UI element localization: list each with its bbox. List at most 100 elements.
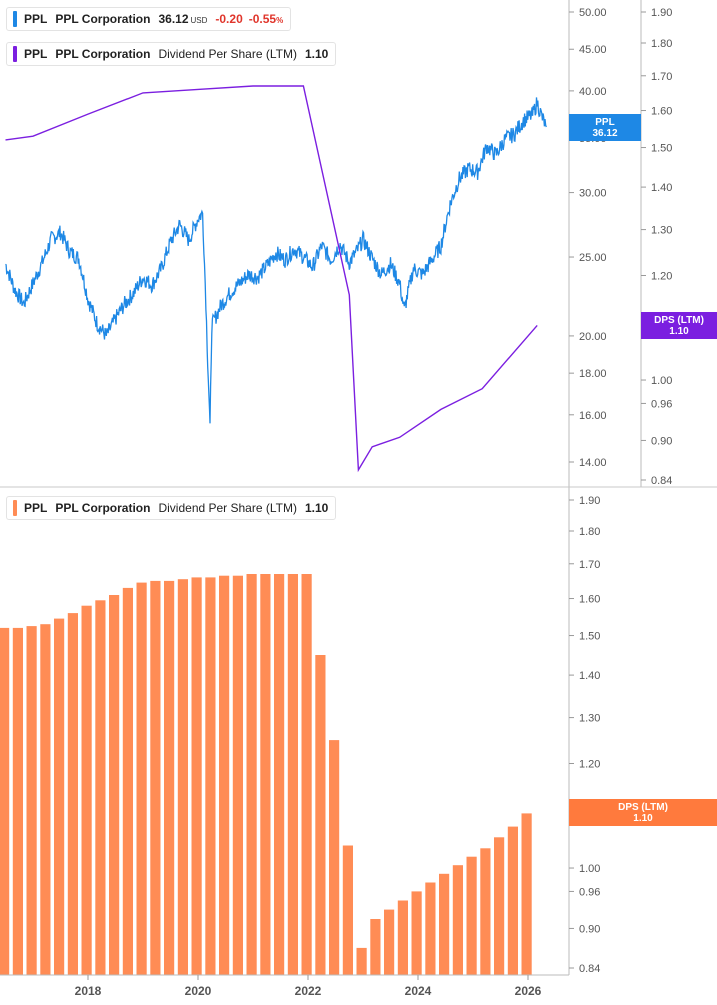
legend-dps-value: 1.10: [304, 47, 329, 61]
legend-dps-top[interactable]: PPL PPL Corporation Dividend Per Share (…: [6, 42, 337, 66]
price-series-line[interactable]: [5, 97, 547, 424]
dps-bar[interactable]: [81, 605, 92, 975]
dps-bar[interactable]: [122, 587, 133, 975]
dps-swatch: [13, 46, 17, 62]
bottom-tick-label: 1.90: [579, 495, 600, 507]
bottom-tick-label: 1.40: [579, 670, 600, 682]
price-tick-label: 20.00: [579, 331, 607, 343]
dps-tag-bottom-value: 1.10: [633, 812, 653, 824]
price-tick-label: 30.00: [579, 188, 607, 200]
dps-bar[interactable]: [329, 740, 340, 975]
price-tick-label: 16.00: [579, 410, 607, 422]
legend-currency: USD: [190, 16, 208, 25]
price-tick-label: 14.00: [579, 457, 607, 469]
legend-metric: Dividend Per Share (LTM): [158, 47, 297, 61]
bottom-tick-label: 1.70: [579, 559, 600, 571]
bottom-tick-label: 0.90: [579, 923, 600, 935]
bottom-tick-label: 0.84: [579, 963, 600, 975]
bottom-tick-label: 1.60: [579, 594, 600, 606]
dps-bar[interactable]: [384, 909, 395, 975]
dps-bar[interactable]: [109, 595, 120, 975]
dps-bar[interactable]: [205, 577, 216, 975]
dps-bar[interactable]: [480, 848, 491, 975]
legend-ticker: PPL: [24, 501, 48, 515]
dps-bar[interactable]: [12, 627, 23, 975]
dps-bar[interactable]: [439, 873, 450, 975]
legend-dps-value: 1.10: [304, 501, 329, 515]
dps-bar[interactable]: [370, 919, 381, 975]
bars-swatch: [13, 500, 17, 516]
dps-bar[interactable]: [219, 575, 230, 975]
bottom-tick-label: 1.00: [579, 863, 600, 875]
dps-bar[interactable]: [150, 580, 161, 975]
dps-bars: [0, 574, 532, 975]
x-tick-label: 2020: [185, 984, 212, 998]
dps-bar[interactable]: [95, 600, 106, 975]
dps-tick-label: 1.40: [651, 182, 672, 194]
dps-tick-label: 1.50: [651, 143, 672, 155]
price-swatch: [13, 11, 17, 27]
top-axis-lines: [568, 0, 642, 975]
dps-bar[interactable]: [521, 813, 532, 975]
dps-bar[interactable]: [232, 575, 243, 975]
dps-series-line[interactable]: [5, 85, 538, 473]
dps-tick-label: 1.00: [651, 375, 672, 387]
legend-dps-bottom[interactable]: PPL PPL Corporation Dividend Per Share (…: [6, 496, 337, 520]
legend-price[interactable]: PPL PPL Corporation 36.12 USD -0.20 -0.5…: [6, 7, 292, 31]
legend-change: -0.20: [215, 12, 243, 26]
dps-bar[interactable]: [274, 574, 285, 975]
legend-company: PPL Corporation: [55, 501, 151, 515]
legend-ticker: PPL: [24, 47, 48, 61]
dps-bar[interactable]: [411, 891, 422, 975]
dps-tag-top: DPS (LTM) 1.10: [641, 312, 717, 339]
dps-bar[interactable]: [260, 574, 271, 975]
dps-tag-bottom-label: DPS (LTM): [618, 801, 668, 813]
dps-bar[interactable]: [54, 618, 65, 975]
dps-tick-label: 1.90: [651, 7, 672, 19]
dps-bar[interactable]: [40, 624, 51, 975]
dps-bar[interactable]: [425, 882, 436, 976]
dps-bar[interactable]: [191, 577, 202, 975]
dps-tick-label: 0.96: [651, 398, 672, 410]
dps-bar[interactable]: [466, 856, 477, 975]
dps-bar[interactable]: [342, 845, 353, 976]
dps-bar[interactable]: [136, 582, 147, 975]
dps-bar[interactable]: [164, 580, 175, 975]
dps-tick-label: 0.90: [651, 435, 672, 447]
legend-ticker: PPL: [24, 12, 48, 26]
dps-tick-label: 1.80: [651, 38, 672, 50]
price-axis-ticks: 50.0045.0040.0035.0030.0025.0020.0018.00…: [569, 7, 607, 469]
dps-bar[interactable]: [177, 579, 188, 975]
dps-bar[interactable]: [507, 826, 518, 975]
price-tick-label: 45.00: [579, 44, 607, 56]
dps-bar[interactable]: [67, 613, 78, 975]
bottom-tick-label: 1.80: [579, 526, 600, 538]
dps-tick-label: 1.60: [651, 106, 672, 118]
dps-bar[interactable]: [315, 655, 326, 975]
dps-tag-top-label: DPS (LTM): [654, 314, 704, 326]
dps-bar[interactable]: [301, 574, 312, 975]
dps-bar[interactable]: [287, 574, 298, 975]
price-tag: PPL 36.12: [569, 114, 641, 141]
price-tick-label: 25.00: [579, 252, 607, 264]
dps-bar[interactable]: [356, 947, 367, 975]
dps-tick-label: 0.84: [651, 475, 672, 487]
legend-metric: Dividend Per Share (LTM): [158, 501, 297, 515]
price-tick-label: 18.00: [579, 368, 607, 380]
dps-bar[interactable]: [452, 865, 463, 975]
dps-bar[interactable]: [26, 626, 37, 975]
dps-bar[interactable]: [397, 900, 408, 976]
bottom-tick-label: 1.20: [579, 758, 600, 770]
legend-change-pct: -0.55%: [248, 12, 284, 26]
price-tag-ticker: PPL: [595, 116, 615, 128]
dps-bar[interactable]: [246, 574, 257, 975]
bottom-tick-label: 1.50: [579, 631, 600, 643]
dps-bar[interactable]: [0, 627, 10, 975]
x-tick-label: 2022: [295, 984, 322, 998]
price-tag-value: 36.12: [592, 127, 618, 139]
dps-tag-top-value: 1.10: [669, 325, 689, 337]
legend-price-value: 36.12: [158, 12, 189, 26]
dps-tag-bottom: DPS (LTM) 1.10: [569, 799, 717, 826]
dps-bar[interactable]: [494, 837, 505, 975]
price-tick-label: 50.00: [579, 7, 607, 19]
